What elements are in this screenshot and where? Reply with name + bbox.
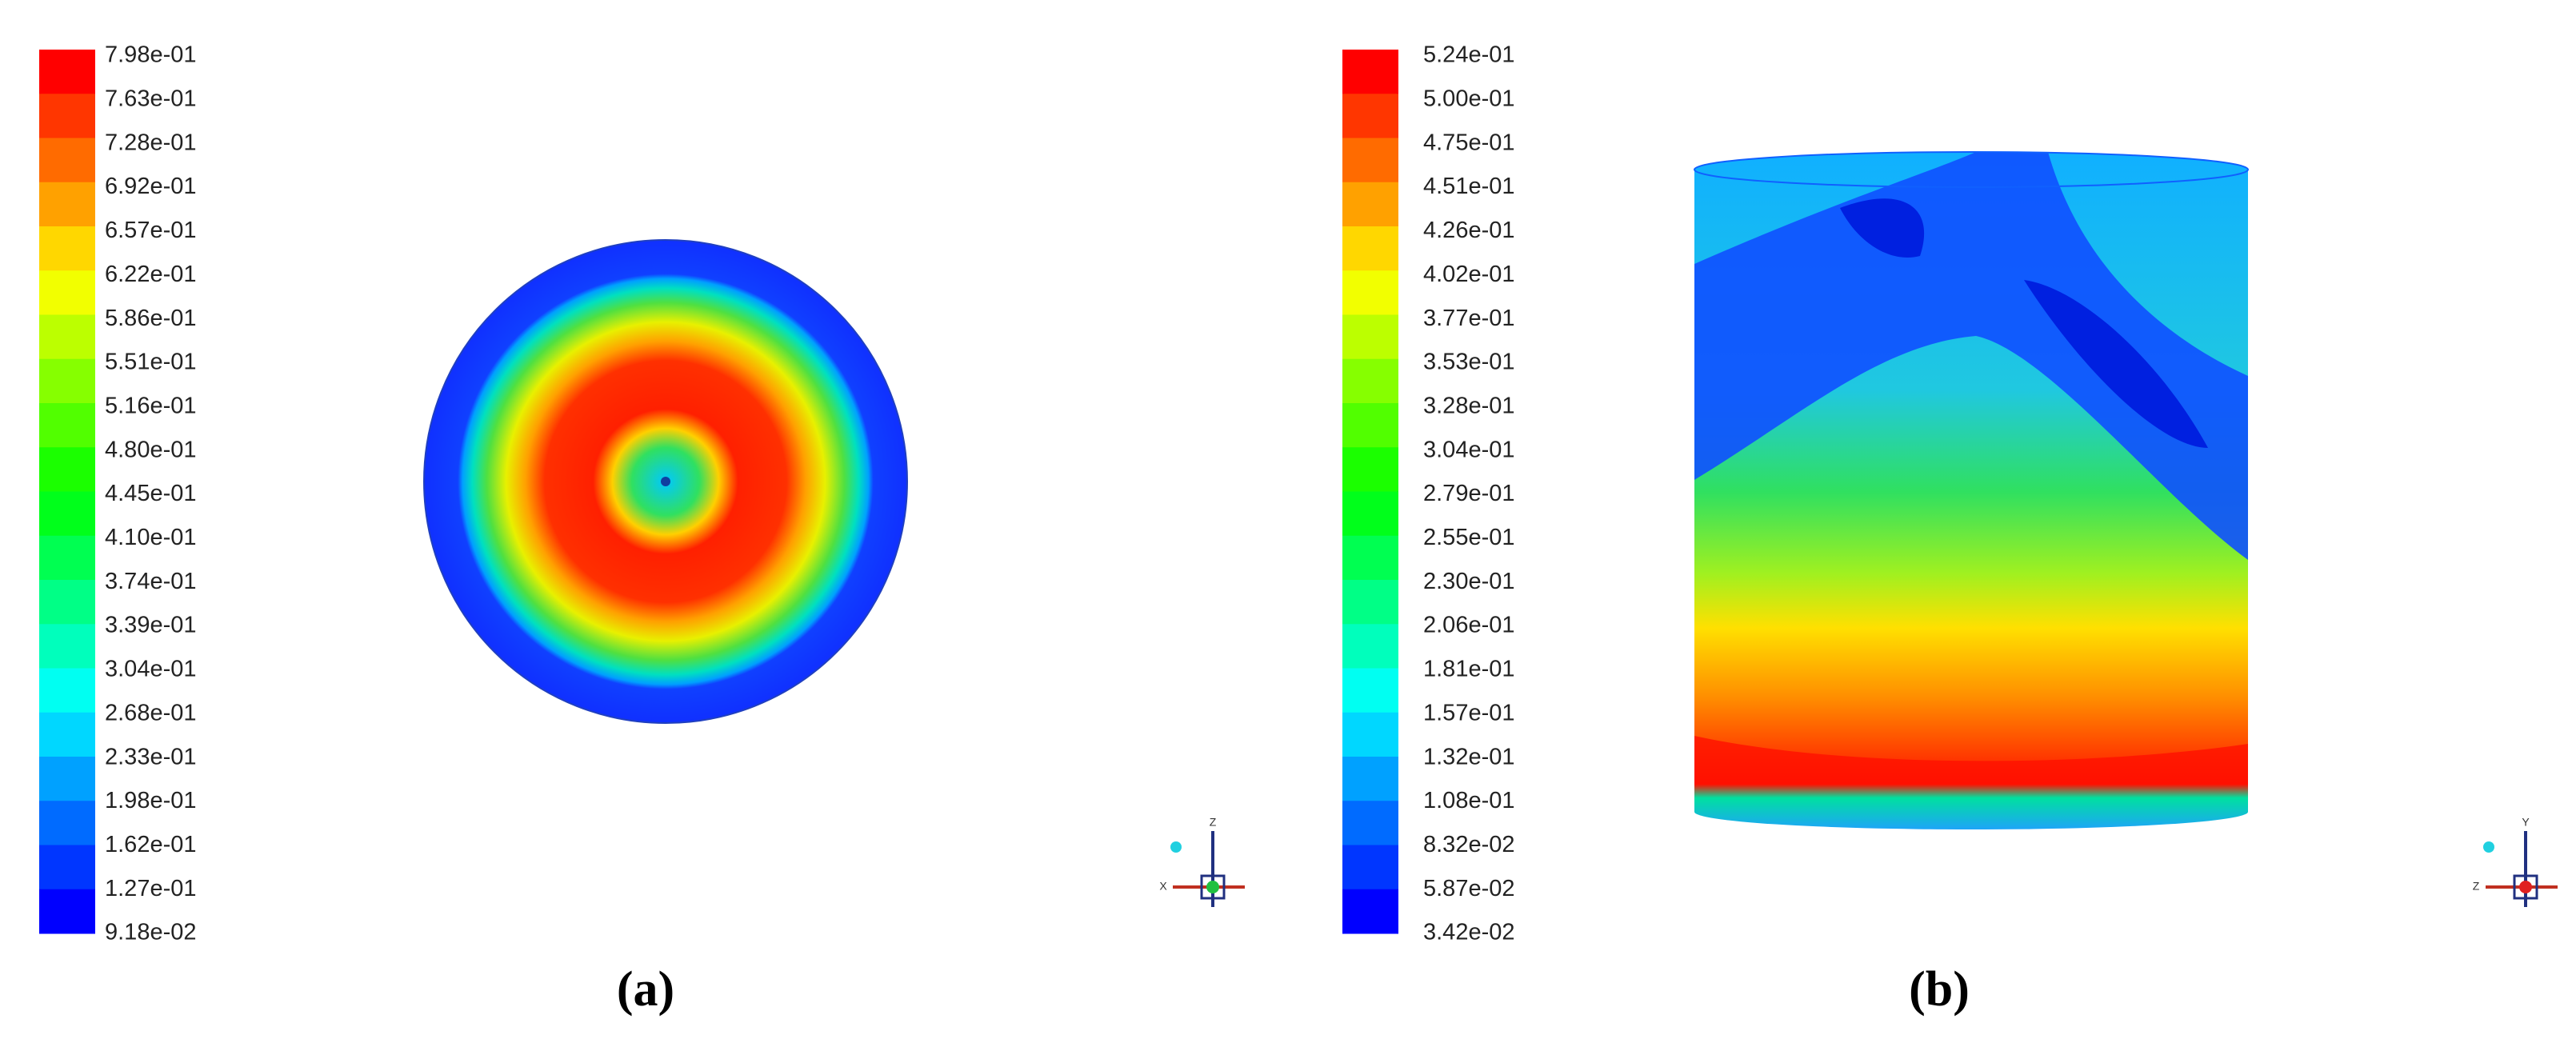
colorbar-label: 4.26e-01 — [1423, 218, 1515, 243]
colorbar-label: 9.18e-02 — [105, 920, 197, 945]
colorbar-label: 1.57e-01 — [1423, 700, 1515, 725]
colorbar-band — [39, 182, 95, 227]
colorbar-band — [39, 270, 95, 315]
colorbar-band — [1342, 358, 1398, 404]
cylinder-top — [1694, 151, 2249, 188]
colorbar-label: 1.32e-01 — [1423, 744, 1515, 769]
colorbar-label: 8.32e-02 — [1423, 832, 1515, 857]
axis-label: Y — [2522, 816, 2530, 829]
colorbar-label: 4.45e-01 — [105, 481, 197, 506]
colorbar-label: 4.10e-01 — [105, 525, 197, 550]
colorbar-band — [39, 94, 95, 138]
colorbar-band — [1342, 403, 1398, 448]
colorbar-band — [1342, 491, 1398, 537]
colorbar-band — [39, 845, 95, 890]
colorbar-band — [1342, 50, 1398, 94]
colorbar-label: 1.98e-01 — [105, 788, 197, 813]
colorbar-label: 7.28e-01 — [105, 130, 197, 155]
colorbar-band — [1342, 845, 1398, 890]
colorbar-band — [1342, 447, 1398, 492]
colorbar-label: 3.28e-01 — [1423, 393, 1515, 418]
colorbar-band — [39, 580, 95, 625]
colorbar-label: 2.68e-01 — [105, 700, 197, 725]
colorbar-label: 3.39e-01 — [105, 613, 197, 638]
colorbar-label: 2.79e-01 — [1423, 481, 1515, 506]
colorbar-band — [1342, 757, 1398, 801]
colorbar-band — [1342, 580, 1398, 625]
colorbar-band — [1342, 94, 1398, 138]
colorbar-band — [39, 624, 95, 669]
colorbar-label: 1.08e-01 — [1423, 788, 1515, 813]
colorbar-label: 2.06e-01 — [1423, 613, 1515, 638]
colorbar-band — [1342, 226, 1398, 271]
colorbar-band — [39, 226, 95, 271]
colorbar-label: 7.98e-01 — [105, 42, 197, 68]
colorbar-band — [1342, 138, 1398, 183]
colorbar-label: 5.16e-01 — [105, 393, 197, 418]
colorbar-band — [1342, 889, 1398, 934]
axis-box — [2513, 874, 2538, 900]
axis-center — [2519, 881, 2532, 893]
colorbar-band — [39, 535, 95, 581]
colorbar-label: 5.86e-01 — [105, 306, 197, 331]
caption: (a) — [617, 962, 674, 1017]
colorbar-label: 1.81e-01 — [1423, 657, 1515, 682]
colorbar-label: 3.53e-01 — [1423, 350, 1515, 375]
colorbar-band — [39, 403, 95, 448]
colorbar-label: 3.77e-01 — [1423, 306, 1515, 331]
colorbar-label: 2.55e-01 — [1423, 525, 1515, 550]
colorbar-label: 7.63e-01 — [105, 86, 197, 112]
colorbar-label: 3.04e-01 — [105, 657, 197, 682]
colorbar-label: 5.87e-02 — [1423, 876, 1515, 901]
colorbar-label: 5.00e-01 — [1423, 86, 1515, 112]
colorbar-band — [39, 50, 95, 94]
axis-label: Z — [1210, 816, 1217, 829]
axis-dot — [2483, 841, 2494, 853]
colorbar-label: 2.33e-01 — [105, 744, 197, 769]
colorbar-band — [1342, 182, 1398, 227]
colorbar-band — [39, 447, 95, 492]
colorbar-label: 2.30e-01 — [1423, 569, 1515, 594]
colorbar-label: 4.02e-01 — [1423, 262, 1515, 287]
disc-contour — [423, 239, 908, 724]
colorbar-band — [39, 491, 95, 537]
colorbar-band — [39, 358, 95, 404]
colorbar-band — [39, 889, 95, 934]
colorbar-band — [1342, 624, 1398, 669]
colorbar-label: 4.80e-01 — [105, 437, 197, 462]
colorbar-band — [1342, 801, 1398, 845]
colorbar-band — [1342, 535, 1398, 581]
colorbar-band — [1342, 712, 1398, 757]
colorbar-band — [39, 138, 95, 183]
colorbar-label: 4.75e-01 — [1423, 130, 1515, 155]
colorbar-band — [1342, 270, 1398, 315]
colorbar-band — [39, 801, 95, 845]
colorbar-label: 1.27e-01 — [105, 876, 197, 901]
colorbar-label: 3.04e-01 — [1423, 437, 1515, 462]
axis-dot — [1170, 841, 1182, 853]
colorbar-label: 1.62e-01 — [105, 832, 197, 857]
colorbar-band — [39, 314, 95, 360]
colorbar-label: 6.22e-01 — [105, 262, 197, 287]
colorbar-band — [39, 712, 95, 757]
colorbar-label: 5.51e-01 — [105, 350, 197, 375]
colorbar-label: 6.92e-01 — [105, 174, 197, 199]
colorbar-band — [1342, 314, 1398, 360]
axis-label: Z — [2473, 880, 2480, 893]
axis-center — [1206, 881, 1219, 893]
axis-label: X — [1159, 880, 1167, 893]
colorbar-label: 3.74e-01 — [105, 569, 197, 594]
colorbar-label: 4.51e-01 — [1423, 174, 1515, 199]
axis-box — [1200, 874, 1226, 900]
colorbar-label: 5.24e-01 — [1423, 42, 1515, 68]
colorbar-band — [39, 757, 95, 801]
cylinder-contour — [1694, 152, 2248, 829]
colorbar-label: 3.42e-02 — [1423, 920, 1515, 945]
colorbar-label: 6.57e-01 — [105, 218, 197, 243]
colorbar-band — [39, 668, 95, 713]
caption: (b) — [1909, 962, 1970, 1017]
colorbar-band — [1342, 668, 1398, 713]
